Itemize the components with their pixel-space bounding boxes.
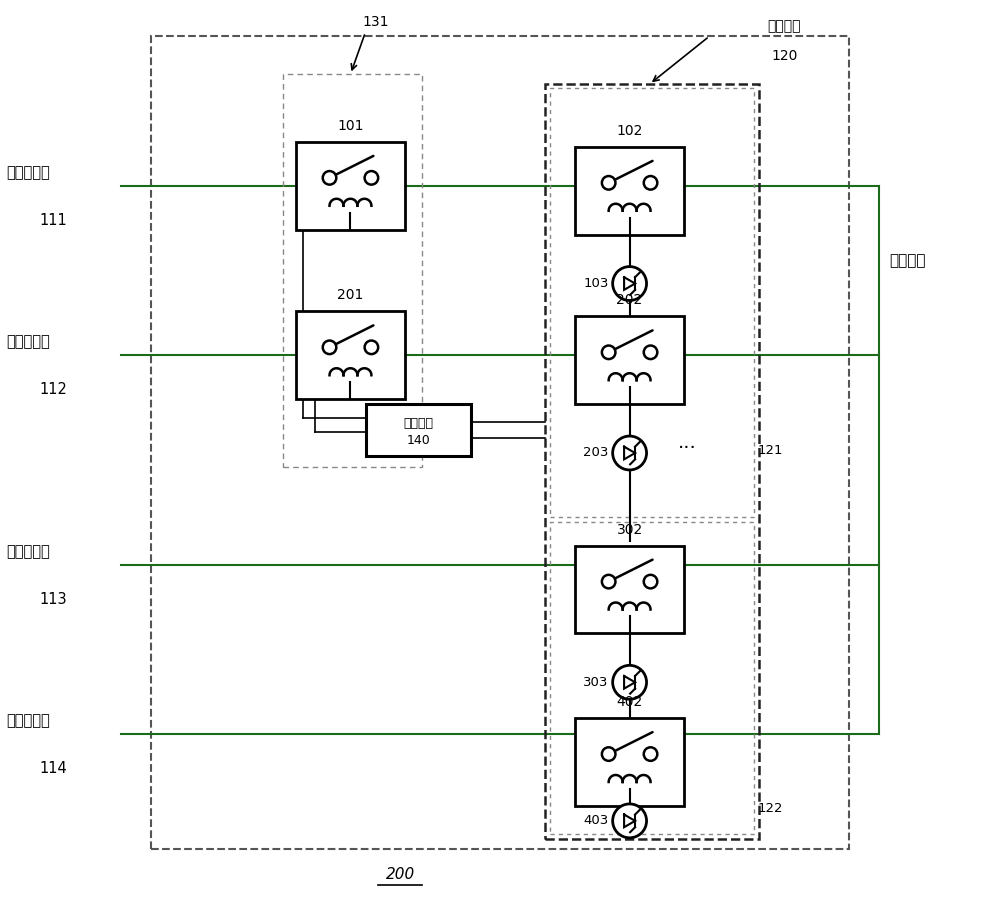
Text: 120: 120 [771, 49, 797, 63]
Text: 302: 302 [616, 523, 643, 537]
Bar [575, 317, 684, 405]
Circle shape [644, 748, 657, 761]
Circle shape [602, 176, 615, 190]
Text: 121: 121 [757, 443, 783, 456]
Bar [550, 522, 754, 834]
Bar [296, 311, 405, 399]
Text: 402: 402 [616, 695, 643, 710]
Text: 113: 113 [39, 592, 67, 606]
Bar [151, 36, 849, 849]
Bar [575, 546, 684, 634]
Circle shape [602, 575, 615, 588]
Bar [550, 88, 754, 517]
Circle shape [613, 267, 647, 300]
Circle shape [613, 436, 647, 470]
Text: 第三输入端: 第三输入端 [7, 544, 50, 558]
Bar [296, 142, 405, 230]
Circle shape [323, 171, 336, 185]
Text: ...: ... [678, 433, 697, 452]
Bar [575, 719, 684, 806]
Text: 第二输入端: 第二输入端 [7, 334, 50, 349]
Text: 负载电路: 负载电路 [889, 253, 925, 268]
Text: 114: 114 [39, 761, 67, 776]
Text: 403: 403 [583, 814, 609, 827]
Text: 第一输入端: 第一输入端 [7, 165, 50, 180]
Text: 第四输入端: 第四输入端 [7, 713, 50, 729]
Text: 102: 102 [616, 124, 643, 138]
Text: 122: 122 [757, 803, 783, 815]
Bar [366, 405, 471, 456]
Text: 切换模块: 切换模块 [767, 19, 801, 33]
Circle shape [644, 346, 657, 359]
Circle shape [613, 804, 647, 838]
Circle shape [602, 748, 615, 761]
Circle shape [365, 340, 378, 354]
Text: 131: 131 [362, 15, 389, 29]
Bar [545, 84, 759, 839]
Circle shape [323, 340, 336, 354]
Text: 控制模块: 控制模块 [403, 416, 433, 430]
Text: 203: 203 [583, 446, 609, 460]
Text: 103: 103 [583, 277, 609, 290]
Circle shape [644, 176, 657, 190]
Text: 202: 202 [616, 293, 643, 308]
Circle shape [613, 665, 647, 700]
Text: 111: 111 [39, 213, 67, 228]
Text: 200: 200 [386, 867, 415, 881]
Bar [283, 74, 422, 467]
Circle shape [644, 575, 657, 588]
Text: 201: 201 [337, 289, 364, 302]
Text: 140: 140 [406, 433, 430, 446]
Bar [575, 147, 684, 234]
Text: 303: 303 [583, 676, 609, 689]
Circle shape [602, 346, 615, 359]
Text: 101: 101 [337, 119, 364, 133]
Circle shape [365, 171, 378, 185]
Text: 112: 112 [39, 382, 67, 397]
